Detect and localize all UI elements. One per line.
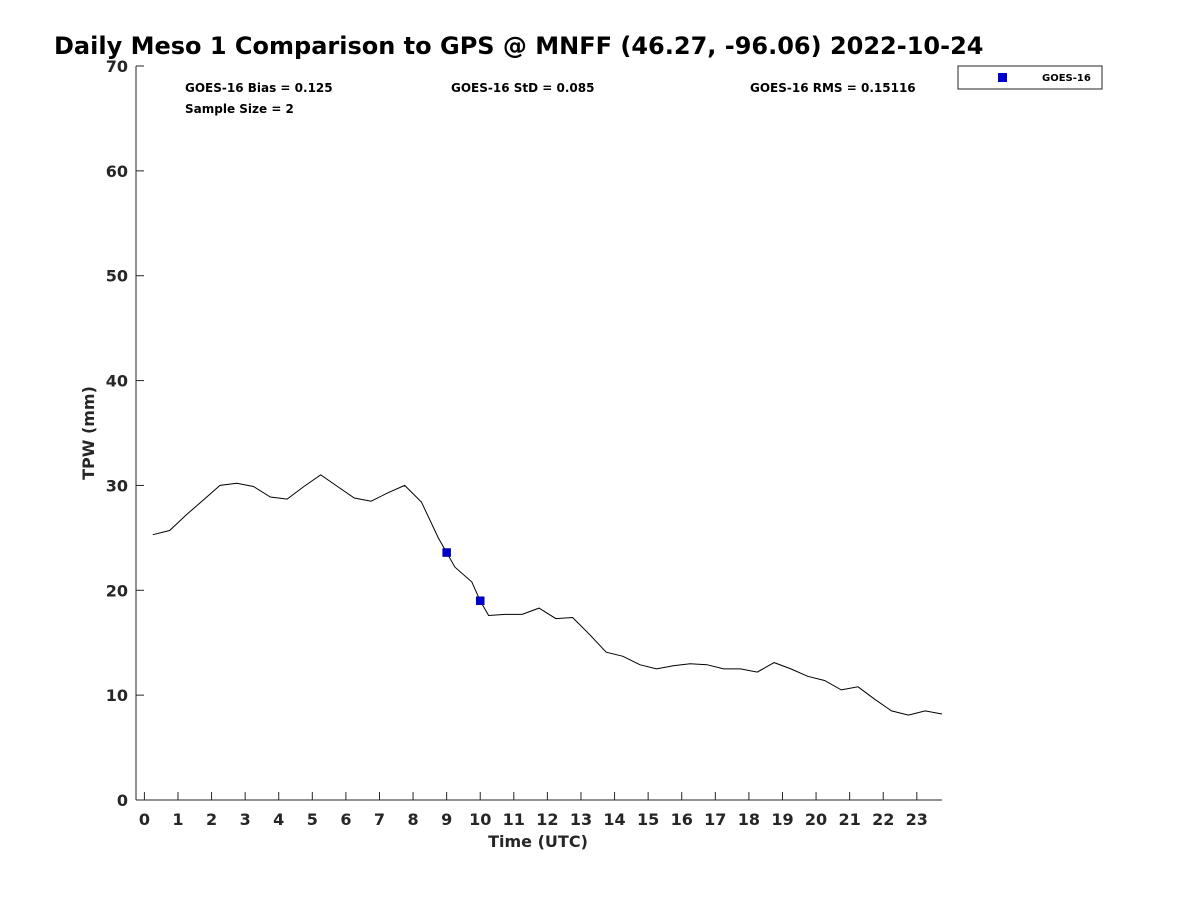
y-tick-label: 40 xyxy=(106,372,128,391)
legend-label-goes16: GOES-16 xyxy=(1042,73,1091,84)
axes xyxy=(135,66,942,801)
y-tick-label: 0 xyxy=(117,791,128,810)
y-tick-label: 10 xyxy=(106,686,128,705)
x-tick-label: 16 xyxy=(671,810,693,829)
x-tick-label: 19 xyxy=(771,810,793,829)
x-tick-label: 14 xyxy=(603,810,625,829)
x-tick-label: 21 xyxy=(839,810,861,829)
stats-annotations: GOES-16 Bias = 0.125 GOES-16 StD = 0.085… xyxy=(185,81,916,116)
x-tick-label: 7 xyxy=(374,810,385,829)
x-tick-label: 6 xyxy=(340,810,351,829)
plot-area xyxy=(152,474,943,716)
x-tick-label: 12 xyxy=(536,810,558,829)
x-ticks: 0 1 2 3 4 5 6 7 8 9 10 11 12 13 14 15 16 17 18 19 20 21 22 23 xyxy=(139,792,928,829)
x-tick-label: 2 xyxy=(206,810,217,829)
y-axis-label: TPW (mm) xyxy=(79,386,98,480)
stat-bias: GOES-16 Bias = 0.125 xyxy=(185,81,333,95)
goes16-point xyxy=(442,548,451,557)
y-tick-label: 60 xyxy=(106,162,128,181)
x-tick-label: 4 xyxy=(273,810,284,829)
y-ticks: 0 10 20 30 40 50 60 70 xyxy=(106,57,144,810)
x-tick-label: 8 xyxy=(407,810,418,829)
x-tick-label: 1 xyxy=(172,810,183,829)
x-tick-label: 23 xyxy=(906,810,928,829)
x-tick-label: 13 xyxy=(570,810,592,829)
stat-std: GOES-16 StD = 0.085 xyxy=(451,81,594,95)
x-tick-label: 15 xyxy=(637,810,659,829)
goes16-point xyxy=(475,596,485,606)
x-tick-label: 18 xyxy=(738,810,760,829)
stat-sample-size: Sample Size = 2 xyxy=(185,102,294,116)
x-axis-label: Time (UTC) xyxy=(488,832,588,851)
y-tick-label: 50 xyxy=(106,267,128,286)
x-tick-label: 0 xyxy=(139,810,150,829)
x-tick-label: 17 xyxy=(704,810,726,829)
x-tick-label: 11 xyxy=(503,810,525,829)
y-tick-label: 70 xyxy=(106,57,128,76)
series-line-gps xyxy=(152,474,943,716)
x-tick-label: 10 xyxy=(469,810,491,829)
legend-marker-goes16 xyxy=(998,73,1007,82)
x-tick-label: 9 xyxy=(441,810,452,829)
stat-rms: GOES-16 RMS = 0.15116 xyxy=(750,81,916,95)
x-tick-label: 5 xyxy=(307,810,318,829)
y-tick-label: 30 xyxy=(106,476,128,495)
x-tick-label: 20 xyxy=(805,810,827,829)
x-tick-label: 3 xyxy=(240,810,251,829)
y-tick-label: 20 xyxy=(106,581,128,600)
legend-box xyxy=(957,65,1103,90)
x-tick-label: 22 xyxy=(872,810,894,829)
legend: GOES-16 xyxy=(957,65,1103,90)
chart-title: Daily Meso 1 Comparison to GPS @ MNFF (4… xyxy=(54,32,983,60)
